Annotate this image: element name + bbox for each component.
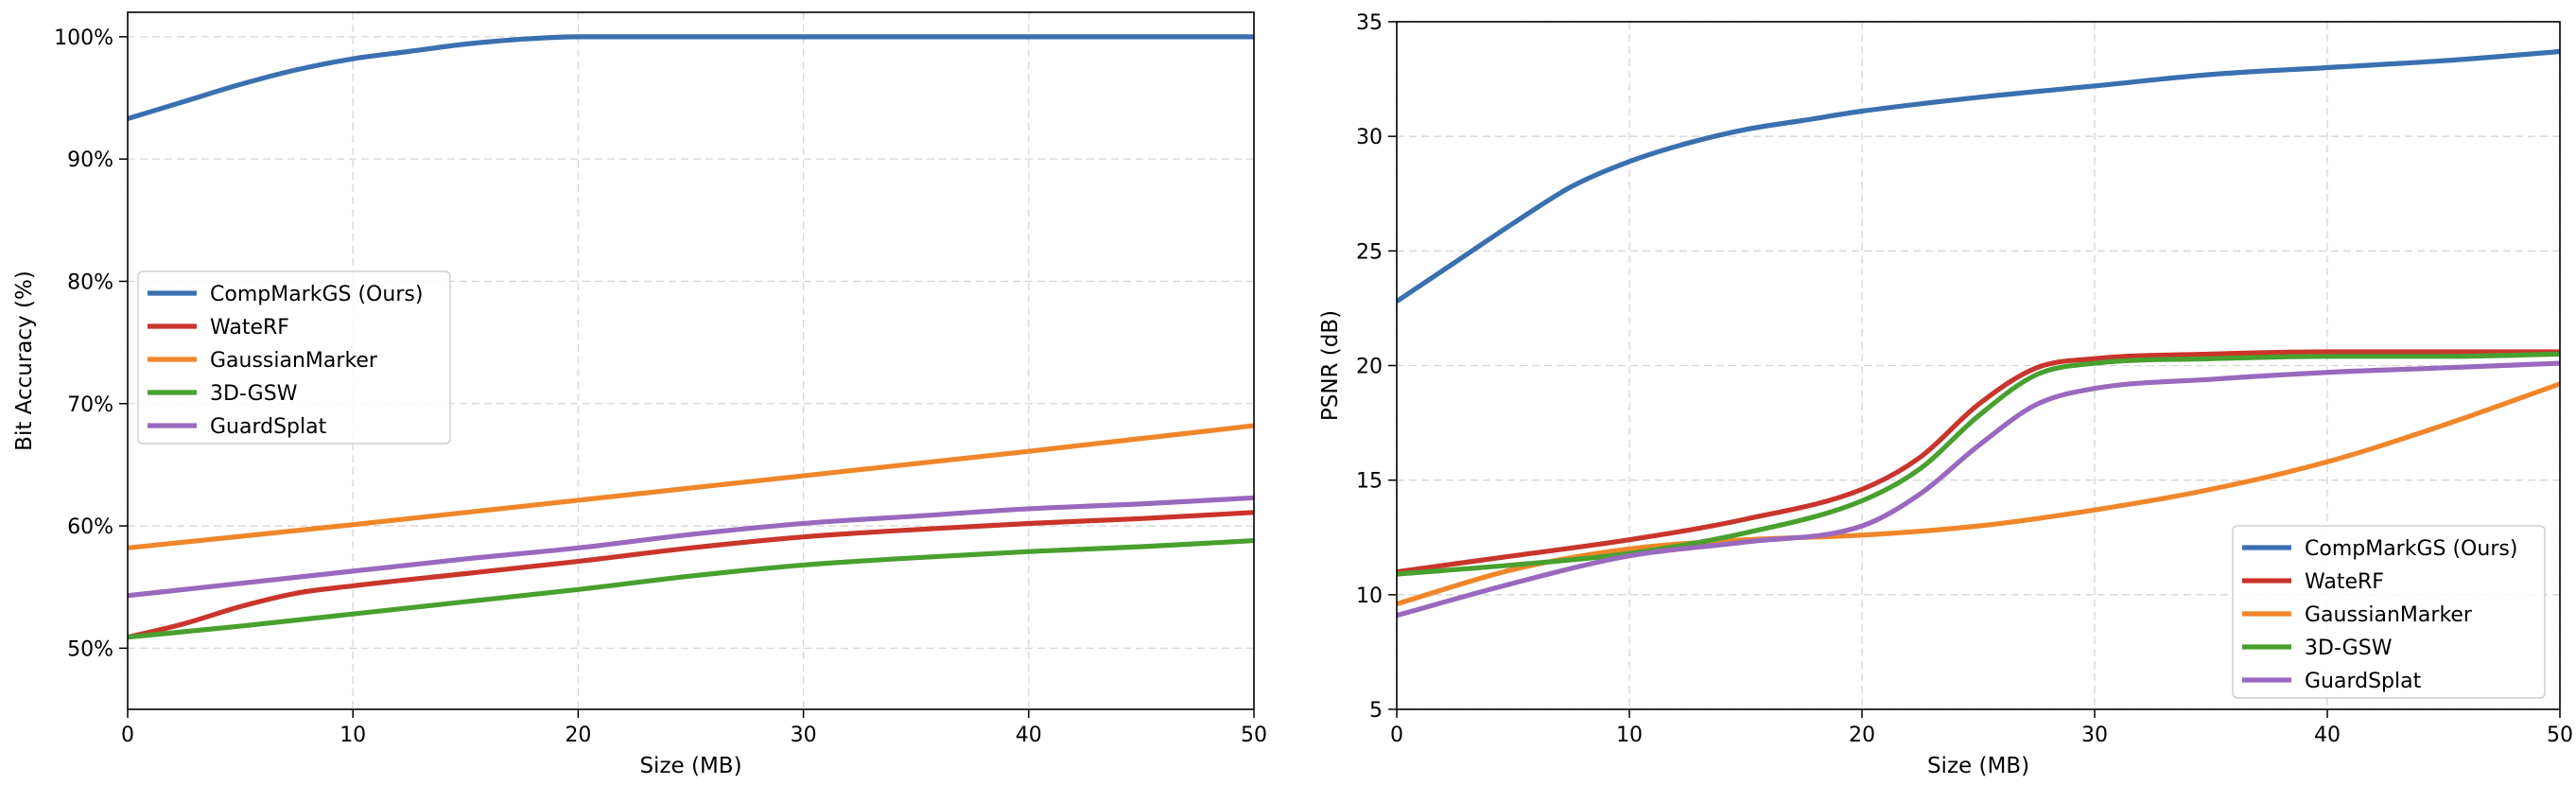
x-tick-label: 10 [1616,724,1643,747]
legend-label-waterf: WateRF [2305,570,2384,594]
series-group [1397,48,2560,619]
x-tick-label: 40 [2314,724,2341,747]
x-tick-label: 30 [2081,724,2108,747]
series-line-waterf [128,510,1254,640]
x-tick-label: 10 [339,724,366,747]
x-axis-label: Size (MB) [639,754,741,778]
y-tick-label: 80% [67,270,113,294]
legend-label-guardsplat: GuardSplat [210,415,327,439]
chart-panel-psnr: 0 10 20 30 40 50 5 10 15 20 25 30 35 Size (MB) PSNR (d… [1318,11,2573,778]
y-tick-label: 15 [1356,470,1383,494]
legend-box [137,270,451,445]
series-line-gaussianmarker [1397,381,2560,607]
x-tick-label: 50 [1241,724,1267,747]
x-tick-label: 40 [1016,724,1042,747]
x-tick-label: 0 [1390,724,1403,747]
series-line-guardsplat [1397,360,2560,619]
y-tick-label: 25 [1356,240,1383,264]
legend-label-3d-gsw: 3D-GSW [210,382,298,406]
x-tick-label: 50 [2547,724,2573,747]
legend-label-compmarkgs-ours: CompMarkGS (Ours) [2305,537,2517,561]
y-tick-label: 90% [67,148,113,172]
series-line-waterf [1397,349,2560,575]
y-tick-label: 10 [1356,584,1383,608]
series-line-3d-gsw [1397,351,2560,577]
legend-label-gaussianmarker: GaussianMarker [210,349,378,373]
y-tick-label: 50% [67,637,113,661]
y-tick-label: 70% [67,393,113,417]
series-line-3d-gsw [128,537,1254,640]
y-axis-label: PSNR (dB) [1318,310,1343,421]
y-axis-label: Bit Accuracy (%) [12,270,37,451]
series-line-guardsplat [128,495,1254,599]
y-tick-label: 60% [67,515,113,539]
x-tick-label: 30 [791,724,817,747]
legend-label-3d-gsw: 3D-GSW [2305,637,2393,660]
x-tick-label: 20 [1849,724,1875,747]
legend: CompMarkGS (Ours) WateRF GaussianMarker 3D-… [137,270,451,445]
x-tick-label: 20 [565,724,591,747]
series-group [128,34,1254,640]
legend-label-compmarkgs-ours: CompMarkGS (Ours) [210,283,423,306]
legend: CompMarkGS (Ours) WateRF GaussianMarker 3D-… [2232,525,2546,699]
legend-label-gaussianmarker: GaussianMarker [2305,603,2473,627]
y-tick-label: 30 [1356,126,1383,149]
chart-panel-bit-accuracy: 0 10 20 30 40 50 50% 60% 70% 80% 90% 100% Size (MB) B… [12,11,1267,778]
legend-label-guardsplat: GuardSplat [2305,670,2422,693]
y-tick-label: 20 [1356,356,1383,379]
y-tick-label: 35 [1356,11,1383,35]
x-tick-label: 0 [121,724,134,747]
series-line-compmarkgs-ours [1397,48,2560,304]
axes-frame [127,11,1255,710]
x-axis-label: Size (MB) [1927,754,2029,778]
y-tick-label: 5 [1369,699,1383,723]
series-line-gaussianmarker [128,423,1254,550]
y-tick-label: 100% [54,26,113,50]
series-line-compmarkgs-ours [128,34,1254,121]
legend-label-waterf: WateRF [210,316,289,340]
legend-box [2232,525,2546,699]
